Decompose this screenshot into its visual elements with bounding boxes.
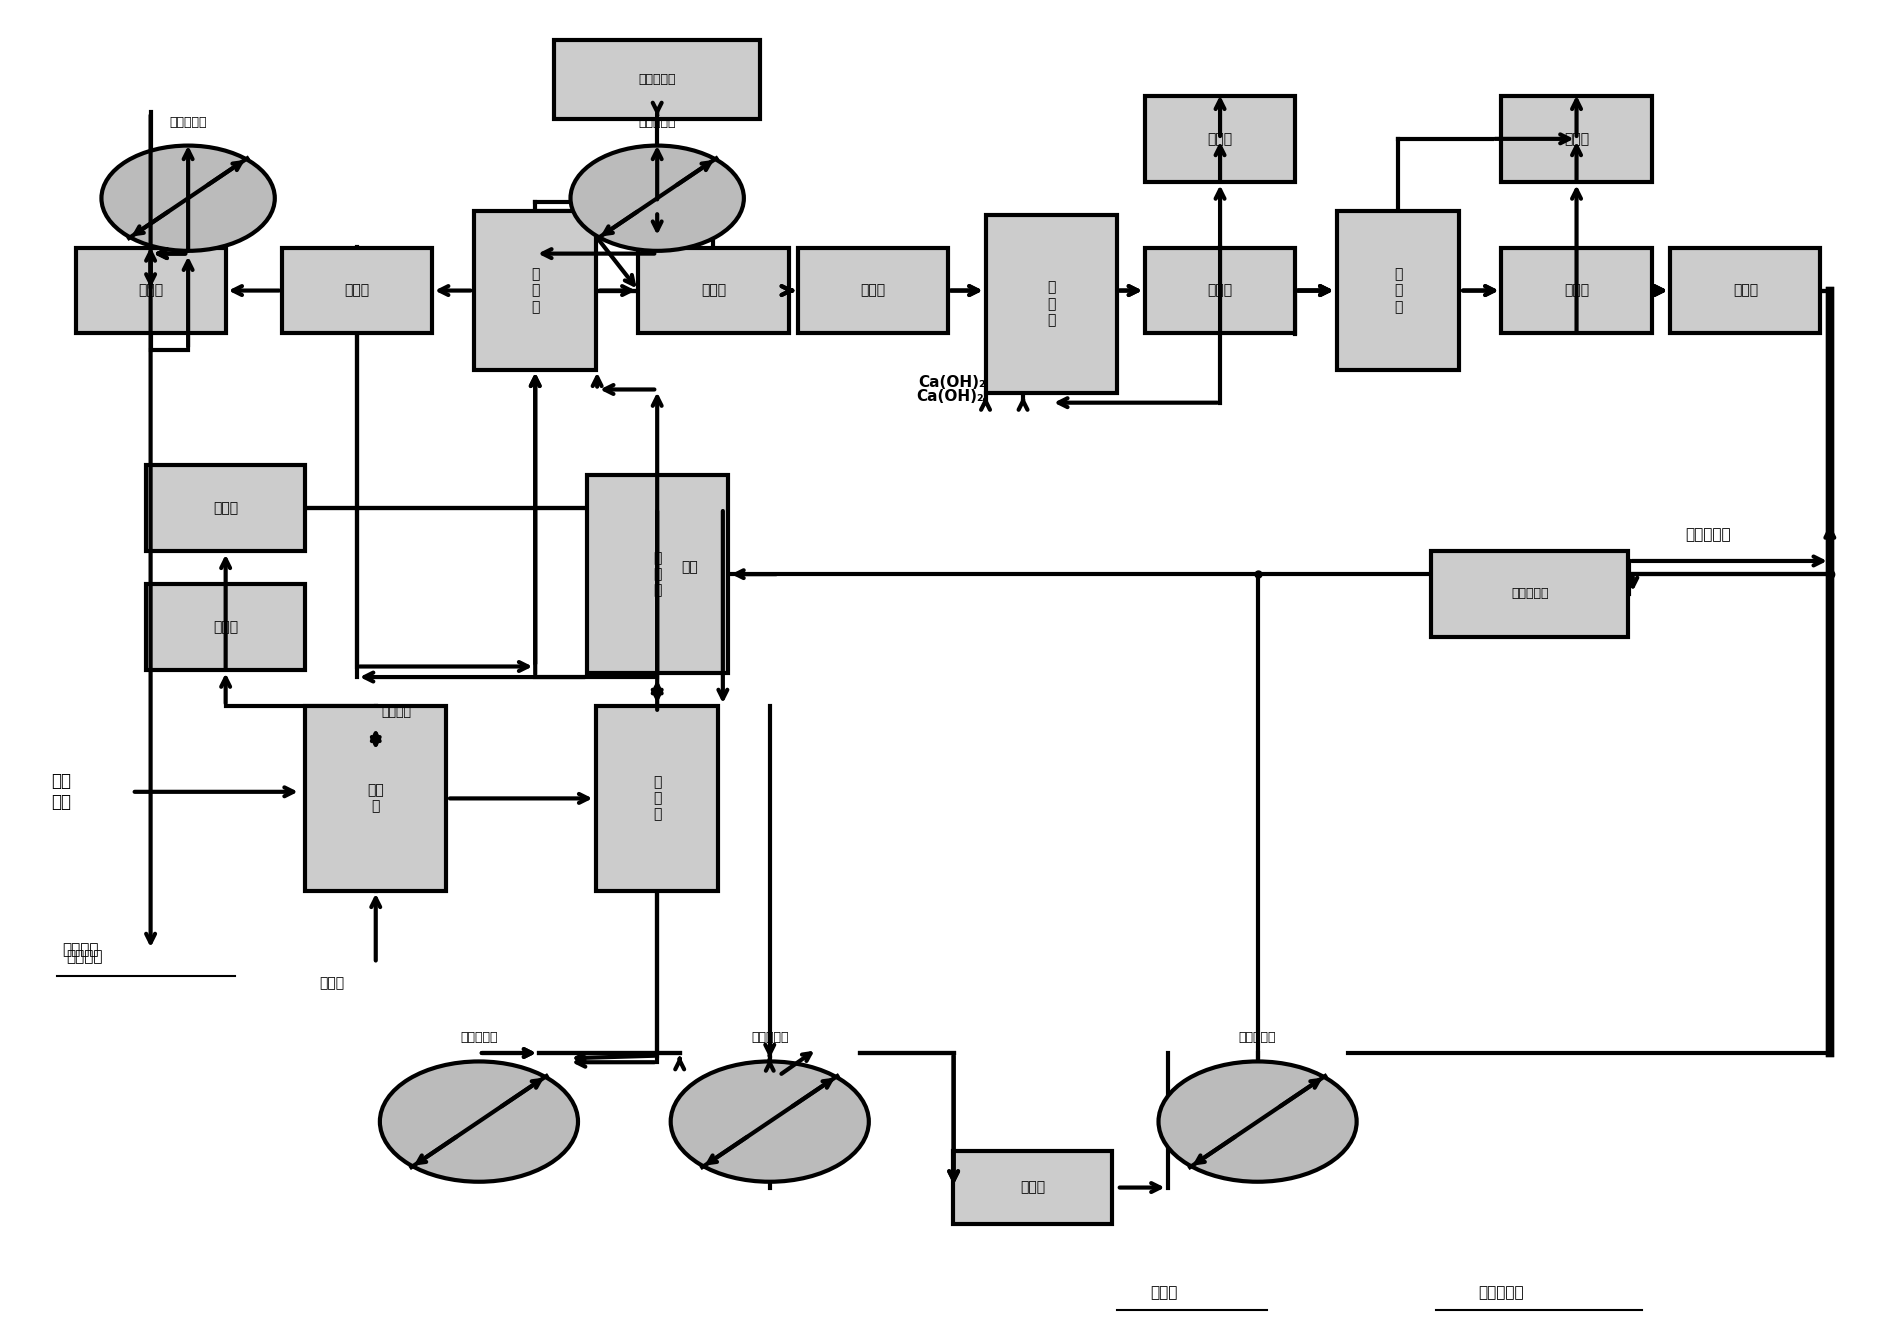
Text: 干燥器: 干燥器: [1208, 132, 1232, 145]
Bar: [1502, 96, 1651, 181]
Ellipse shape: [102, 145, 275, 251]
Text: 过滤器: 过滤器: [212, 620, 239, 635]
Text: 浓
缩
釜: 浓 缩 釜: [652, 776, 662, 821]
Text: 干燥器: 干燥器: [1564, 132, 1589, 145]
Bar: [146, 465, 305, 551]
Text: 脱硫
废水: 脱硫 废水: [51, 772, 72, 812]
Bar: [1145, 96, 1295, 181]
Bar: [1337, 212, 1460, 369]
Text: 反
应
釜: 反 应 釜: [1047, 280, 1056, 327]
Text: 硫酸钙: 硫酸钙: [1151, 1285, 1177, 1301]
Text: 冷凝冷却器: 冷凝冷却器: [639, 116, 677, 129]
Text: 析
晶
釜: 析 晶 釜: [652, 551, 662, 597]
Text: 浓
缩
釜: 浓 缩 釜: [1394, 268, 1403, 313]
Text: 硫氰酸铵: 硫氰酸铵: [63, 942, 99, 957]
Text: 氨水回收槽: 氨水回收槽: [1511, 588, 1549, 600]
Text: 硫代硫酸铵: 硫代硫酸铵: [1479, 1285, 1524, 1301]
Text: 硫氰酸铵: 硫氰酸铵: [66, 949, 102, 964]
Text: 活性碳: 活性碳: [319, 976, 345, 990]
Text: 废活性碳: 废活性碳: [381, 706, 411, 720]
Text: 过滤器: 过滤器: [702, 284, 726, 297]
Text: Ca(OH)₂: Ca(OH)₂: [916, 389, 984, 404]
Text: 乙醇回收槽: 乙醇回收槽: [639, 73, 677, 87]
Text: Ca(OH)₂: Ca(OH)₂: [918, 376, 986, 391]
Bar: [798, 248, 948, 333]
Text: 冷凝稀氨水: 冷凝稀氨水: [1686, 527, 1731, 543]
Text: 冷凝冷却器: 冷凝冷却器: [751, 1030, 789, 1044]
Bar: [986, 215, 1117, 393]
Text: 过滤器: 过滤器: [1564, 284, 1589, 297]
Bar: [283, 248, 432, 333]
Text: 中间槽: 中间槽: [212, 501, 239, 516]
Text: 乙醇: 乙醇: [681, 561, 698, 575]
Bar: [554, 40, 760, 119]
Text: 浓
缩
釜: 浓 缩 釜: [531, 268, 540, 313]
Text: 冷凝冷却器: 冷凝冷却器: [169, 116, 207, 129]
Bar: [639, 248, 789, 333]
Text: 过滤器: 过滤器: [1208, 284, 1232, 297]
Ellipse shape: [379, 1061, 578, 1182]
Text: 真空泵: 真空泵: [1020, 1181, 1045, 1194]
Bar: [1145, 248, 1295, 333]
Bar: [76, 248, 226, 333]
Ellipse shape: [571, 145, 743, 251]
Text: 冷凝冷却器: 冷凝冷却器: [1238, 1030, 1276, 1044]
Bar: [952, 1152, 1113, 1224]
Text: 干燥器: 干燥器: [138, 284, 163, 297]
Bar: [1670, 248, 1820, 333]
Bar: [1431, 551, 1629, 637]
Bar: [1502, 248, 1651, 333]
Bar: [595, 706, 719, 890]
Text: 过滤器: 过滤器: [345, 284, 370, 297]
Text: 脱色
釜: 脱色 釜: [368, 784, 385, 813]
Bar: [305, 706, 446, 890]
Bar: [588, 476, 728, 673]
Bar: [474, 212, 595, 369]
Text: 冷凝冷却器: 冷凝冷却器: [461, 1030, 497, 1044]
Text: 中间槽: 中间槽: [1733, 284, 1758, 297]
Ellipse shape: [671, 1061, 868, 1182]
Bar: [146, 584, 305, 669]
Text: 干燥器: 干燥器: [861, 284, 885, 297]
Ellipse shape: [1158, 1061, 1358, 1182]
